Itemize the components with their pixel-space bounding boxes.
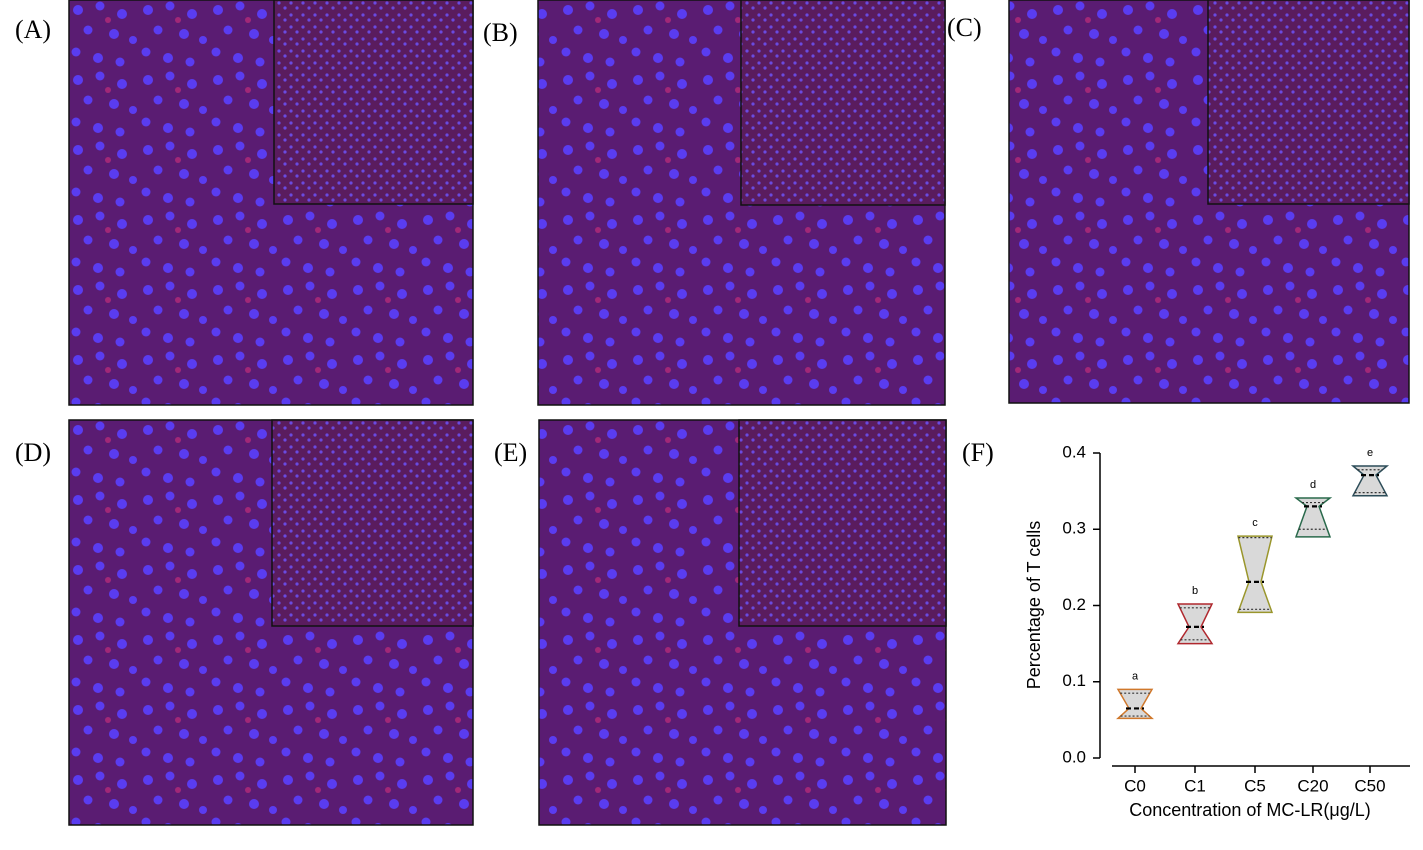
- panel-label: (D): [15, 438, 51, 467]
- inset-micrograph: [1207, 0, 1410, 205]
- significance-letter: b: [1192, 585, 1198, 597]
- significance-letter: d: [1310, 479, 1316, 491]
- violin: [1350, 465, 1390, 497]
- image-panels: [68, 0, 1410, 826]
- y-tick-label: 0.1: [1062, 671, 1086, 690]
- y-tick-label: 0.2: [1062, 595, 1086, 614]
- violin: [1293, 497, 1333, 538]
- panel-label: (E): [494, 438, 527, 467]
- significance-letter: e: [1367, 447, 1373, 459]
- x-tick-label: C1: [1184, 776, 1206, 795]
- inset-micrograph: [740, 0, 946, 206]
- inset-micrograph: [273, 0, 474, 205]
- violin: [1116, 688, 1154, 720]
- y-axis-title: Percentage of T cells: [1024, 521, 1044, 689]
- panel-label: (C): [947, 13, 982, 42]
- inset-micrograph: [271, 419, 474, 627]
- y-tick-label: 0.0: [1062, 747, 1086, 766]
- significance-letter: a: [1132, 670, 1139, 682]
- y-tick-label: 0.4: [1062, 442, 1086, 461]
- panel-label: (B): [483, 18, 518, 47]
- x-tick-label: C0: [1124, 776, 1146, 795]
- x-tick-label: C5: [1244, 776, 1266, 795]
- panel-label: (A): [15, 15, 51, 44]
- violin: [1176, 603, 1214, 645]
- inset-micrograph: [738, 419, 947, 627]
- x-tick-label: C20: [1297, 776, 1328, 795]
- significance-letter: c: [1252, 517, 1258, 529]
- y-tick-label: 0.3: [1062, 519, 1086, 538]
- violin: [1236, 535, 1274, 614]
- x-axis-title: Concentration of MC-LR(μg/L): [1129, 800, 1370, 820]
- panel-label: (F): [962, 438, 994, 467]
- x-tick-label: C50: [1354, 776, 1385, 795]
